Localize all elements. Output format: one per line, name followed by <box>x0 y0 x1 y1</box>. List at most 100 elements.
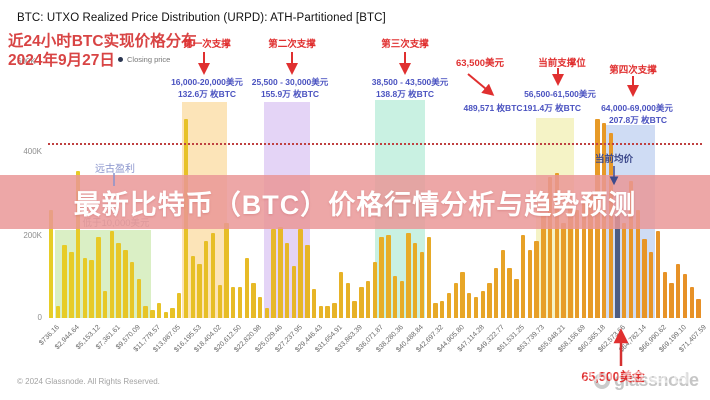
urpd-bar <box>251 283 256 318</box>
annotation-support3-label: 第三次支撑 <box>381 39 429 50</box>
urpd-bar <box>554 173 560 318</box>
annotation-support3-amount: 138.8万 枚BTC <box>375 89 435 99</box>
urpd-bar <box>156 303 162 318</box>
urpd-bar <box>345 283 351 318</box>
urpd-bar <box>419 252 425 318</box>
urpd-bar <box>143 306 148 318</box>
headline-banner: 最新比特币（BTC）价格行情分析与趋势预测 <box>0 175 710 229</box>
urpd-bar <box>231 287 236 318</box>
urpd-bar <box>204 241 209 318</box>
urpd-bar <box>433 303 438 318</box>
annotation-63500-label: 63,500美元 <box>455 58 505 69</box>
urpd-bar <box>669 283 674 318</box>
glassnode-logo-icon <box>594 372 610 389</box>
urpd-bar <box>487 283 492 318</box>
annotation-current-support-range: 56,500-61,500美元 <box>524 89 596 99</box>
urpd-bar <box>69 252 74 318</box>
urpd-bar <box>359 287 364 318</box>
urpd-bar <box>581 202 587 318</box>
urpd-bar <box>49 210 54 318</box>
urpd-bar <box>116 243 121 318</box>
urpd-bar <box>676 264 681 318</box>
urpd-bar <box>514 279 519 318</box>
annotation-support2-range: 25,500 - 30,000美元 <box>251 77 329 87</box>
urpd-bar <box>55 306 61 318</box>
urpd-bar <box>379 237 384 318</box>
annotation-support4-range: 64,000-69,000美元 <box>601 103 673 113</box>
urpd-bar <box>197 264 202 318</box>
weibo-icon <box>486 357 520 385</box>
urpd-bar <box>291 266 297 318</box>
urpd-bar <box>190 256 195 318</box>
y-axis-label-400k: 400K <box>23 147 42 156</box>
urpd-bar <box>473 297 479 318</box>
urpd-bar <box>96 237 101 318</box>
urpd-bar <box>75 171 81 318</box>
urpd-bar <box>649 252 654 318</box>
urpd-bar <box>177 293 182 318</box>
urpd-bar <box>440 301 445 318</box>
urpd-bar <box>372 262 378 318</box>
urpd-bar <box>332 303 337 318</box>
urpd-bar <box>284 243 290 318</box>
annotation-support3-range: 38,500 - 43,500美元 <box>371 77 449 87</box>
urpd-bar <box>696 299 701 318</box>
annotation-support4-amount: 207.8万 枚BTC <box>608 115 668 125</box>
urpd-bar <box>574 210 580 318</box>
urpd-bar <box>568 206 573 318</box>
urpd-bar <box>365 281 371 318</box>
urpd-bar <box>406 233 411 318</box>
social-watermark: @Bitcoin布道者 <box>486 354 691 388</box>
urpd-bar <box>500 250 506 318</box>
urpd-bar <box>352 301 357 318</box>
urpd-bar <box>426 237 431 318</box>
urpd-bar <box>588 193 593 318</box>
annotation-price-callout: 65,500美金 <box>581 370 645 384</box>
urpd-bar <box>224 223 229 318</box>
urpd-bar <box>541 214 546 318</box>
urpd-bar <box>129 262 135 318</box>
copyright-footer: © 2024 Glassnode. All Rights Reserved. <box>17 377 160 386</box>
urpd-bar <box>123 250 128 318</box>
urpd-bar <box>689 287 694 318</box>
chart-title: BTC: UTXO Realized Price Distribution (U… <box>17 12 386 24</box>
y-axis-label-0: 0 <box>37 313 42 322</box>
y-axis-label-200k: 200K <box>23 231 42 240</box>
y-axis-label-600k: 600K <box>17 57 36 66</box>
urpd-bar <box>244 258 249 318</box>
annotation-63500-amount: 489,571 枚BTC <box>463 103 523 113</box>
urpd-bar <box>399 281 404 318</box>
urpd-bar <box>136 279 142 318</box>
urpd-bar <box>325 306 330 318</box>
urpd-bar <box>413 243 418 318</box>
annotation-current-support-label: 当前支撑位 <box>538 58 586 69</box>
urpd-bar <box>258 297 263 318</box>
annotation-support2-amount: 155.9万 枚BTC <box>260 89 320 99</box>
closing-price-bar <box>615 216 620 318</box>
urpd-bar <box>453 283 458 318</box>
annotation-current-average: 当前均价 <box>594 154 633 165</box>
dashed-reference-line <box>48 143 702 145</box>
heading-cn-date: 2024年9月27日 <box>8 52 115 69</box>
social-watermark-text: @Bitcoin布道者 <box>522 360 692 386</box>
glassnode-watermark-text: glassnode <box>614 370 699 390</box>
urpd-bar <box>305 245 310 318</box>
urpd-bar <box>480 291 485 318</box>
urpd-bar <box>311 289 317 318</box>
urpd-bar <box>264 308 270 318</box>
annotation-support2-label: 第二次支撑 <box>268 39 316 50</box>
legend: Closing price <box>118 55 170 64</box>
urpd-bar <box>386 235 391 318</box>
urpd-bar <box>210 233 216 318</box>
annotation-support1-amount: 132.6万 枚BTC <box>177 89 237 99</box>
urpd-bar <box>534 241 539 318</box>
urpd-bar <box>622 223 627 318</box>
urpd-bar <box>392 276 398 318</box>
urpd-bar <box>89 260 94 318</box>
urpd-bar <box>102 291 108 318</box>
urpd-bar <box>628 181 634 318</box>
urpd-bar <box>642 239 647 318</box>
urpd-bar <box>561 223 566 318</box>
headline-text: 最新比特币（BTC）价格行情分析与趋势预测 <box>73 189 637 220</box>
